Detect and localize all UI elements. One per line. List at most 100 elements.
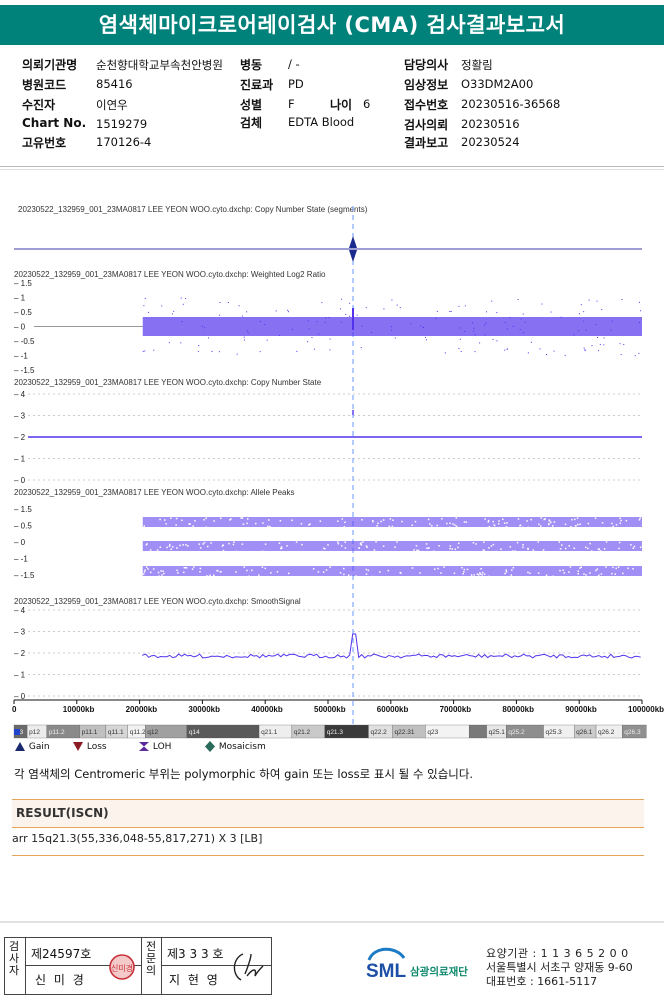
allele-gap	[414, 520, 417, 523]
allele-gap	[344, 521, 346, 524]
allele-gap	[157, 571, 160, 574]
result-header: RESULT(ISCN)	[12, 799, 644, 828]
allele-gap	[585, 574, 587, 576]
log2-outlier-point	[621, 298, 623, 300]
allele-gap	[620, 519, 622, 522]
report-date-label: 결과보고	[404, 136, 449, 150]
doctor-value: 정활림	[461, 58, 493, 72]
cytoband-label: q23	[427, 729, 438, 736]
allele-gap	[145, 566, 148, 568]
allele-gap	[220, 517, 222, 520]
log2-outlier-point	[640, 310, 642, 312]
log2-outlier-point	[324, 322, 326, 324]
allele-gap	[343, 567, 345, 570]
log2-outlier-point	[599, 343, 601, 345]
log2-outlier-point	[619, 343, 621, 345]
allele-gap	[576, 517, 579, 519]
cn-tick-label: – 4	[14, 390, 26, 399]
allele-gap	[279, 520, 282, 522]
panel-smooth-label: 20230522_132959_001_23MA0817 LEE YEON WO…	[14, 597, 301, 606]
cn-tick-label: – 1	[14, 455, 26, 464]
allele-gap	[163, 519, 166, 521]
allele-gap	[548, 520, 551, 522]
allele-gap	[505, 526, 508, 528]
allele-gap	[222, 544, 224, 546]
log2-outlier-point	[308, 328, 310, 330]
allele-gap	[479, 573, 482, 575]
allele-gap	[488, 547, 490, 549]
allele-gap	[309, 523, 311, 525]
log2-outlier-point	[236, 353, 238, 355]
log2-outlier-point	[325, 317, 327, 319]
allele-gap	[233, 541, 235, 543]
x-tick-label: 90000kb	[565, 705, 597, 714]
allele-gap	[372, 575, 374, 578]
age-value: 6	[363, 97, 371, 111]
log2-outlier-point	[218, 314, 220, 316]
allele-gap	[280, 546, 283, 548]
x-tick-label: 100000kb	[628, 705, 664, 714]
log2-outlier-point	[449, 311, 451, 313]
allele-gap	[599, 550, 602, 552]
allele-gap	[399, 571, 402, 574]
smooth-tick-label: – 3	[14, 628, 26, 637]
log2-outlier-point	[435, 317, 437, 319]
cn-tick-label: – 2	[14, 433, 26, 442]
log2-outlier-point	[464, 330, 466, 332]
log2-outlier-point	[247, 332, 249, 334]
allele-gap	[355, 575, 357, 577]
log2-outlier-point	[391, 299, 393, 301]
allele-gap	[584, 546, 587, 549]
allele-gap	[262, 522, 264, 524]
legend-loh: LOH	[152, 742, 172, 752]
allele-gap	[429, 523, 431, 525]
allele-gap	[300, 523, 303, 525]
allele-gap	[487, 519, 490, 522]
cytoband-label: p11.2	[49, 729, 65, 736]
log2-outlier-point	[396, 304, 398, 306]
allele-gap	[492, 543, 495, 546]
allele-gap	[502, 518, 504, 521]
allele-gap	[229, 519, 231, 521]
log2-outlier-point	[329, 338, 331, 340]
allele-gap	[278, 542, 281, 544]
allele-gap	[205, 526, 207, 528]
log2-outlier-point	[580, 304, 582, 306]
log2-outlier-point	[339, 308, 341, 310]
log2-outlier-point	[464, 305, 466, 307]
allele-gap	[184, 566, 187, 569]
allele-gap	[426, 547, 428, 549]
allele-gap	[639, 546, 642, 548]
allele-gap	[149, 549, 152, 551]
log2-outlier-point	[638, 352, 640, 354]
allele-gap	[189, 523, 191, 525]
allele-gap	[470, 574, 473, 576]
log2-outlier-point	[458, 305, 460, 307]
examiner-label: 검사자	[8, 940, 20, 977]
allele-gap	[552, 525, 554, 527]
allele-tick-label: – 0.5	[14, 522, 32, 531]
log2-outlier-point	[583, 311, 585, 313]
signal-layer	[28, 236, 643, 659]
allele-gap	[216, 569, 218, 572]
log2-outlier-point	[484, 334, 486, 336]
allele-gap	[482, 571, 484, 574]
log2-outlier-point	[399, 307, 401, 309]
sml-wordmark: SML	[366, 961, 407, 982]
allele-gap	[246, 518, 249, 520]
panel-cn-label: 20230522_132959_001_23MA0817 LEE YEON WO…	[14, 378, 322, 387]
log2-outlier-point	[144, 297, 146, 299]
log2-outlier-point	[638, 322, 640, 324]
x-tick-label: 50000kb	[314, 705, 346, 714]
log2-outlier-point	[459, 327, 461, 329]
clinical-info-value: O33DM2A00	[461, 77, 534, 91]
allele-gap	[185, 567, 188, 569]
log2-outlier-point	[553, 350, 555, 352]
allele-gap	[264, 567, 267, 570]
allele-gap	[372, 520, 374, 523]
log2-outlier-point	[211, 350, 213, 352]
allele-gap	[213, 520, 215, 522]
allele-gap	[472, 542, 475, 544]
cytoband-label: q25.3	[546, 729, 563, 736]
log2-outlier-point	[527, 352, 529, 354]
